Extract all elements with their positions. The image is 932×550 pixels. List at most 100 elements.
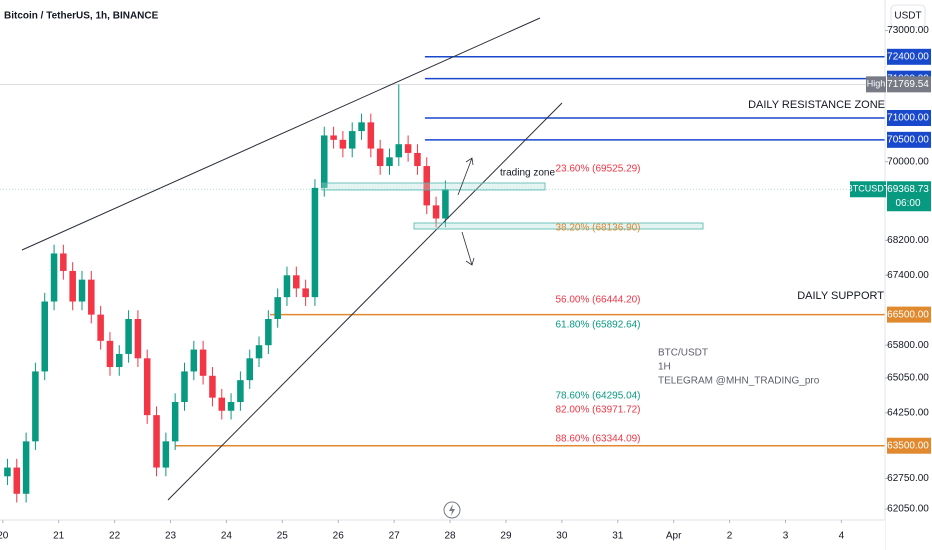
candle-body xyxy=(134,318,142,359)
arrow xyxy=(457,157,474,196)
x-tick-label: 24 xyxy=(221,531,233,542)
y-tick-label: 70000.00 xyxy=(887,156,929,167)
x-tick-label: 22 xyxy=(109,531,121,542)
high-tag: High xyxy=(867,79,886,89)
candle-body xyxy=(78,279,86,302)
level-label-box xyxy=(887,48,931,65)
candle-body xyxy=(227,402,235,411)
x-tick-label: 23 xyxy=(165,531,177,542)
candle-body xyxy=(22,441,30,494)
y-tick-label: 65800.00 xyxy=(887,340,929,351)
x-tick-label: 3 xyxy=(783,531,789,542)
candle-body xyxy=(218,397,226,411)
last-price-label: 69368.73 xyxy=(887,184,929,195)
resistance-label: DAILY RESISTANCE ZONE xyxy=(748,99,885,111)
y-tick-label: 65050.00 xyxy=(887,373,929,384)
candle-body xyxy=(60,253,67,271)
fib-label: 78.60% (64295.04) xyxy=(555,391,640,402)
candle-body xyxy=(13,467,21,494)
candle-body xyxy=(4,467,11,477)
level-label-box xyxy=(887,109,931,126)
y-tick-label: 73000.00 xyxy=(887,25,929,36)
currency-label[interactable]: USDT xyxy=(894,11,921,22)
x-tick-label: 20 xyxy=(0,531,9,542)
fib-label: 23.60% (69525.29) xyxy=(555,164,640,175)
high-tag-box xyxy=(866,76,886,93)
zone-label: trading zone xyxy=(500,168,555,179)
candle-body xyxy=(265,318,272,346)
fib-label: 61.80% (65892.64) xyxy=(555,320,640,331)
candle-body xyxy=(320,135,328,188)
candle-body xyxy=(153,415,160,468)
icon-bolt[interactable] xyxy=(449,504,455,516)
y-tick-label: 67400.00 xyxy=(887,270,929,281)
y-tick-label: 62750.00 xyxy=(887,473,929,484)
candle-body xyxy=(442,189,449,219)
x-tick-label: 26 xyxy=(333,531,345,542)
candle-body xyxy=(404,144,412,153)
fib-label: 88.60% (63344.09) xyxy=(555,434,640,445)
candle-body xyxy=(162,441,170,468)
y-tick-label: 68200.00 xyxy=(887,235,929,246)
candle-body xyxy=(293,275,300,289)
chart-title: Bitcoin / TetherUS, 1h, BINANCE xyxy=(4,11,159,22)
candle-body xyxy=(246,358,253,381)
level-label: 63500.00 xyxy=(887,440,929,451)
symbol-label: BTCUSDT xyxy=(847,184,890,194)
fib-label: 82.00% (63971.72) xyxy=(555,405,640,416)
candle-body xyxy=(171,402,179,442)
x-tick-label: 29 xyxy=(500,531,512,542)
info-text: 1H xyxy=(658,362,671,373)
trendline xyxy=(21,17,541,251)
time-axis xyxy=(0,520,885,550)
fib-label: 56.00% (66444.20) xyxy=(555,295,640,306)
candle-body xyxy=(199,349,207,376)
support-label: DAILY SUPPORT xyxy=(797,290,884,302)
x-tick-label: 21 xyxy=(53,531,65,542)
candle-body xyxy=(432,205,440,219)
x-tick-label: 28 xyxy=(444,531,456,542)
high-label: 71769.54 xyxy=(887,79,929,90)
high-label-box xyxy=(887,76,931,93)
replay-icon[interactable] xyxy=(443,501,461,519)
candle-body xyxy=(143,358,151,416)
info-text: BTC/USDT xyxy=(658,348,708,359)
candle-body xyxy=(106,340,114,368)
candle-body xyxy=(311,187,319,298)
x-tick-label: 31 xyxy=(612,531,624,542)
candle-body xyxy=(274,297,281,319)
countdown-label: 06:00 xyxy=(895,198,920,209)
x-tick-label: 30 xyxy=(556,531,568,542)
candle-body xyxy=(367,122,375,149)
candle-body xyxy=(423,166,430,206)
candle-body xyxy=(32,371,39,442)
candle-body xyxy=(97,314,104,341)
candle-body xyxy=(283,275,291,298)
candle-body xyxy=(302,288,309,298)
info-text: TELEGRAM @MHN_TRADING_pro xyxy=(658,376,820,387)
fib-label: 38.20% (68136.90) xyxy=(555,223,640,234)
candle-body xyxy=(348,131,356,149)
zone-box xyxy=(413,222,704,230)
arrow xyxy=(461,231,475,266)
candle-body xyxy=(209,375,216,398)
candle-body xyxy=(339,139,347,149)
plot xyxy=(0,56,885,503)
candle-body xyxy=(330,135,337,140)
level-label-box xyxy=(887,437,931,454)
x-tick-label: 27 xyxy=(389,531,401,542)
x-tick-label: Apr xyxy=(666,531,682,542)
candle-body xyxy=(358,122,365,132)
currency-button[interactable] xyxy=(890,4,926,28)
y-tick-label: 62050.00 xyxy=(887,504,929,515)
level-label-box xyxy=(887,131,931,148)
zone-box xyxy=(321,182,546,191)
candle-body xyxy=(125,318,132,354)
level-label: 71000.00 xyxy=(887,113,929,124)
candle-body xyxy=(237,380,244,403)
last-price-box xyxy=(887,181,931,212)
level-label: 70500.00 xyxy=(887,134,929,145)
trendline xyxy=(167,102,563,501)
candle-body xyxy=(395,144,403,158)
